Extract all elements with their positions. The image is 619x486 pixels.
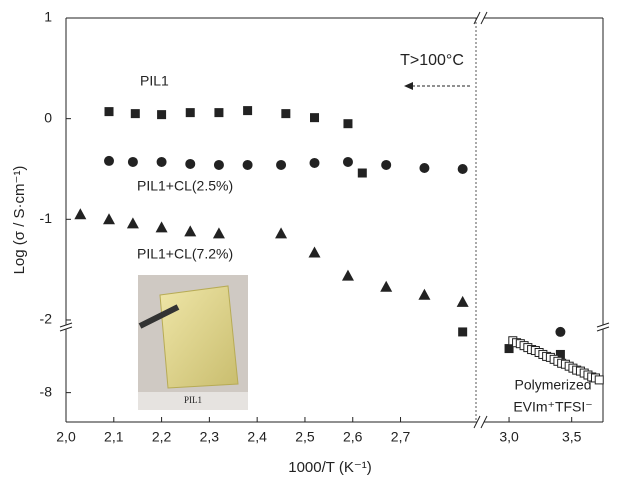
marker-square xyxy=(214,108,223,117)
x-tick-label: 2,0 xyxy=(56,429,76,445)
marker-circle xyxy=(276,160,286,170)
x-tick-label: 2,6 xyxy=(343,429,363,445)
marker-square xyxy=(458,327,467,336)
marker-circle xyxy=(555,327,565,337)
series-label: PIL1+CL(2.5%) xyxy=(137,178,233,194)
marker-triangle xyxy=(127,217,139,228)
marker-triangle xyxy=(342,270,354,281)
chart: PIL1 T>100°C Polymerized EVIm⁺TFSI⁻ 1000… xyxy=(0,0,619,486)
marker-triangle xyxy=(74,208,86,219)
y-axis-title: Log (σ / S·cm⁻¹) xyxy=(11,166,28,275)
series-label: PIL1 xyxy=(140,73,169,89)
marker-triangle xyxy=(184,225,196,236)
x-tick-label: 2,3 xyxy=(200,429,220,445)
marker-square xyxy=(186,108,195,117)
marker-square xyxy=(105,107,114,116)
x-tick-label: 3,0 xyxy=(499,429,519,445)
marker-square xyxy=(310,113,319,122)
marker-square xyxy=(358,169,367,178)
marker-circle xyxy=(104,156,114,166)
marker-square xyxy=(281,109,290,118)
inset-photo xyxy=(138,275,248,410)
marker-triangle xyxy=(103,213,115,224)
marker-triangle xyxy=(213,227,225,238)
y-tick-label: 0 xyxy=(44,109,52,125)
x-tick-label: 2,4 xyxy=(247,429,267,445)
y-tick-label: -1 xyxy=(40,210,53,226)
annotation: T>100°C xyxy=(400,52,464,69)
marker-square xyxy=(131,109,140,118)
marker-circle xyxy=(381,160,391,170)
y-tick-label: -2 xyxy=(40,311,53,327)
marker-triangle xyxy=(418,289,430,300)
marker-circle xyxy=(343,157,353,167)
polymer-label: Polymerized xyxy=(514,377,591,393)
polymer-label: EVIm⁺TFSI⁻ xyxy=(513,399,592,415)
x-tick-label: 2,5 xyxy=(295,429,315,445)
marker-square xyxy=(243,106,252,115)
x-tick-label: 3,5 xyxy=(562,429,582,445)
marker-triangle xyxy=(380,281,392,292)
marker-circle xyxy=(157,157,167,167)
marker-square xyxy=(157,110,166,119)
x-tick-label: 2,7 xyxy=(391,429,411,445)
y-tick-label: 1 xyxy=(44,9,52,25)
y-tick-label: -8 xyxy=(40,383,53,399)
marker-triangle xyxy=(309,247,321,258)
arrow-head xyxy=(404,82,413,90)
marker-circle xyxy=(128,157,138,167)
inset-caption: PIL1 xyxy=(184,395,202,405)
marker-triangle xyxy=(156,221,168,232)
marker-open-square xyxy=(595,376,603,384)
x-tick-label: 2,1 xyxy=(104,429,124,445)
x-axis-title: 1000/T (K⁻¹) xyxy=(288,459,372,476)
marker-circle xyxy=(243,160,253,170)
marker-triangle xyxy=(275,227,287,238)
marker-circle xyxy=(458,164,468,174)
marker-square xyxy=(343,119,352,128)
marker-circle xyxy=(214,160,224,170)
marker-triangle xyxy=(457,296,469,307)
series-label: PIL1+CL(7.2%) xyxy=(137,246,233,262)
marker-circle xyxy=(185,159,195,169)
x-tick-label: 2,2 xyxy=(152,429,172,445)
marker-circle xyxy=(310,158,320,168)
marker-circle xyxy=(419,163,429,173)
